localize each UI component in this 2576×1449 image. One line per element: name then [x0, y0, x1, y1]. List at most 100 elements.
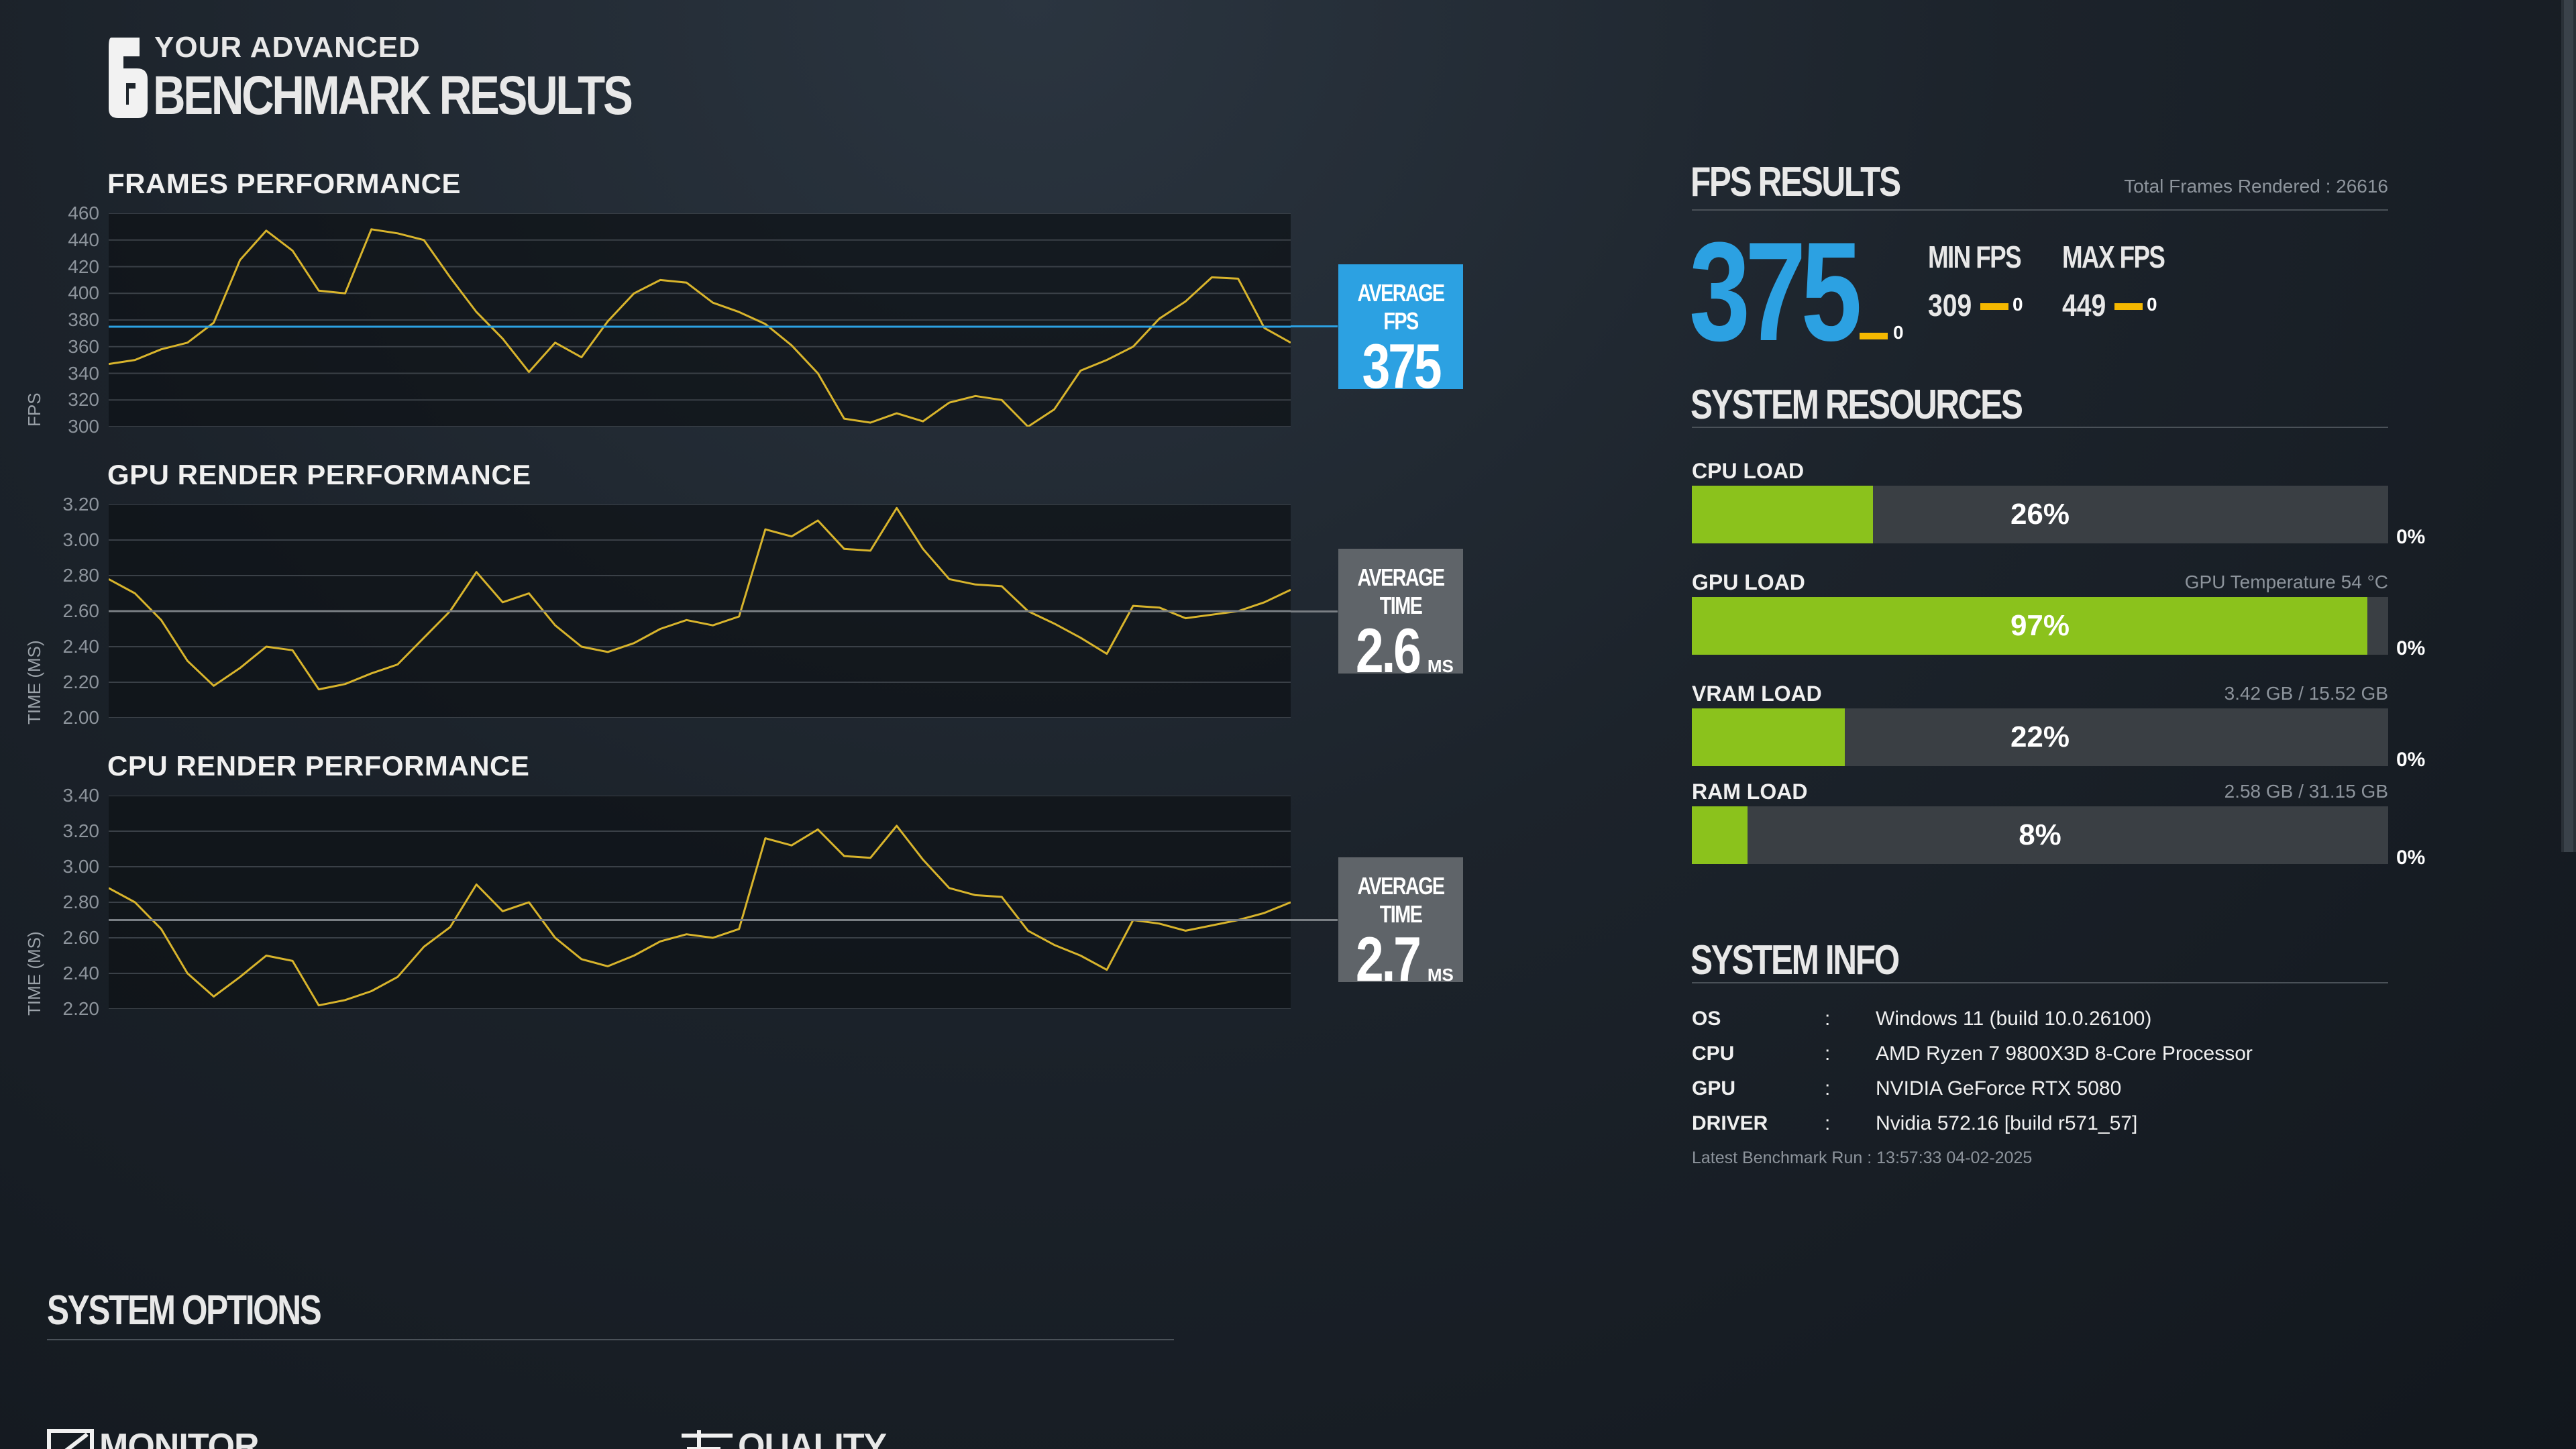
resource-min: 0% — [2396, 526, 2426, 548]
info-value: Windows 11 (build 10.0.26100) — [1876, 1008, 2152, 1030]
info-key-label: DRIVER — [1692, 1112, 1768, 1134]
y-tick-label: 2.60 — [62, 600, 100, 621]
system-resources-title: SYSTEM RESOURCES — [1690, 382, 2023, 428]
resource-detail: 2.58 GB / 31.15 GB — [2224, 781, 2388, 802]
min-fps-dash — [1980, 303, 2008, 310]
average-fps-value: 375 — [1362, 331, 1442, 401]
tab-quality-label: QUALITY — [738, 1427, 887, 1449]
resource-bar: 26% — [1692, 486, 2388, 543]
y-tick-label: 340 — [68, 362, 99, 384]
tab-monitor[interactable]: MONITOR — [47, 1426, 423, 1449]
cpu-average-time-unit: MS — [1427, 965, 1454, 985]
header-title: BENCHMARK RESULTS — [153, 65, 633, 126]
min-fps-label: MIN FPS — [1928, 239, 2022, 274]
max-fps-label: MAX FPS — [2062, 239, 2165, 274]
tab-monitor-label: MONITOR — [99, 1427, 260, 1449]
y-tick-label: 3.00 — [62, 529, 100, 550]
resource-bar: 97% — [1692, 597, 2388, 655]
cpu-avg-connector — [1291, 919, 1338, 921]
info-value: Nvidia 572.16 [build r571_57] — [1876, 1112, 2138, 1134]
max-fps-value: 449 — [2062, 288, 2106, 323]
y-tick-label: 440 — [68, 229, 99, 250]
y-tick-label: 460 — [68, 203, 99, 223]
system-options-title: SYSTEM OPTIONS — [47, 1287, 322, 1334]
latest-benchmark-run: Latest Benchmark Run : 13:57:33 04-02-20… — [1692, 1148, 2033, 1167]
gpu-plot-area — [109, 504, 1291, 718]
big-fps-dash — [1860, 333, 1888, 339]
resource-min: 0% — [2396, 847, 2426, 869]
system-options-divider — [47, 1339, 1174, 1340]
cpu-y-axis-title: TIME (MS) — [24, 931, 44, 1016]
y-tick-label: 2.20 — [62, 672, 100, 692]
frames-plot-area — [109, 213, 1291, 427]
y-tick-label: 3.40 — [62, 785, 100, 806]
cpu-line-chart — [109, 796, 1291, 1009]
resource-percent: 22% — [2010, 720, 2070, 753]
gpu-average-time-unit: MS — [1427, 656, 1454, 676]
info-key-label: OS — [1692, 1008, 1721, 1030]
cpu-plot-area — [109, 796, 1291, 1009]
info-colon: : — [1825, 1008, 1831, 1030]
fps-results-divider — [1692, 209, 2388, 211]
y-tick-label: 2.60 — [62, 927, 100, 948]
cpu-average-time-box: AVERAGE TIME 2.7 MS — [1338, 857, 1463, 991]
max-fps-dash — [2114, 303, 2143, 310]
series-line — [109, 824, 1291, 1007]
resource-min: 0% — [2396, 749, 2426, 771]
frames-avg-connector — [1291, 325, 1338, 327]
series-line — [109, 228, 1291, 427]
info-value: AMD Ryzen 7 9800X3D 8-Core Processor — [1876, 1042, 2253, 1065]
siege-six-logo-icon — [109, 38, 148, 118]
resource-label: CPU LOAD — [1692, 459, 1805, 483]
info-key-label: CPU — [1692, 1042, 1735, 1065]
system-resources-divider — [1692, 427, 2388, 428]
gpu-render-title: GPU RENDER PERFORMANCE — [107, 459, 531, 490]
y-tick-label: 2.40 — [62, 636, 100, 657]
quality-icon — [682, 1430, 733, 1449]
tab-quality[interactable]: QUALITY — [680, 1426, 1056, 1449]
info-value: NVIDIA GeForce RTX 5080 — [1876, 1077, 2122, 1099]
system-info-title: SYSTEM INFO — [1690, 937, 1900, 983]
gpu-average-time-label: AVERAGE TIME — [1357, 564, 1445, 619]
max-fps-zero: 0 — [2147, 294, 2157, 315]
resource-percent: 8% — [2019, 818, 2061, 851]
y-tick-label: 320 — [68, 389, 99, 411]
fps-results-title: FPS RESULTS — [1690, 159, 1901, 205]
resource-bar: 8% — [1692, 806, 2388, 864]
resource-detail: GPU Temperature 54 °C — [2184, 572, 2388, 592]
gpu-line-chart — [109, 504, 1291, 718]
y-tick-label: 3.00 — [62, 856, 100, 877]
cpu-render-title: CPU RENDER PERFORMANCE — [107, 750, 530, 782]
y-tick-label: 360 — [68, 335, 99, 357]
resource-bar-fill — [1692, 806, 1748, 864]
resource-percent: 26% — [2010, 498, 2070, 531]
y-tick-label: 3.20 — [62, 820, 100, 841]
total-frames-rendered: Total Frames Rendered : 26616 — [2124, 176, 2388, 197]
header-subtitle: YOUR ADVANCED — [154, 31, 421, 64]
y-tick-label: 420 — [68, 256, 99, 277]
info-colon: : — [1825, 1042, 1831, 1065]
y-tick-label: 2.80 — [62, 565, 100, 586]
average-fps-box: AVERAGE FPS 375 — [1338, 264, 1463, 398]
series-line — [109, 506, 1291, 691]
resource-label: VRAM LOAD — [1692, 682, 1822, 706]
info-key-label: GPU — [1692, 1077, 1736, 1099]
big-fps-zero: 0 — [1893, 322, 1904, 343]
info-colon: : — [1825, 1077, 1831, 1099]
average-fps-label: AVERAGE FPS — [1357, 279, 1445, 335]
min-fps-value: 309 — [1928, 288, 1972, 323]
page-scrollbar-thumb[interactable] — [2564, 0, 2573, 852]
frames-performance-title: FRAMES PERFORMANCE — [107, 168, 462, 199]
cpu-average-time-label: AVERAGE TIME — [1357, 872, 1445, 928]
resource-label: RAM LOAD — [1692, 780, 1808, 804]
gpu-y-axis-title: TIME (MS) — [24, 640, 44, 724]
y-tick-label: 2.20 — [62, 998, 100, 1019]
y-tick-label: 300 — [68, 416, 99, 437]
resource-bar: 22% — [1692, 708, 2388, 766]
resource-percent: 97% — [2010, 609, 2070, 642]
frames-y-axis-title: FPS — [24, 392, 44, 427]
y-tick-label: 2.40 — [62, 963, 100, 983]
system-info-divider — [1692, 982, 2388, 983]
y-tick-label: 400 — [68, 282, 99, 304]
min-fps-zero: 0 — [2012, 294, 2023, 315]
